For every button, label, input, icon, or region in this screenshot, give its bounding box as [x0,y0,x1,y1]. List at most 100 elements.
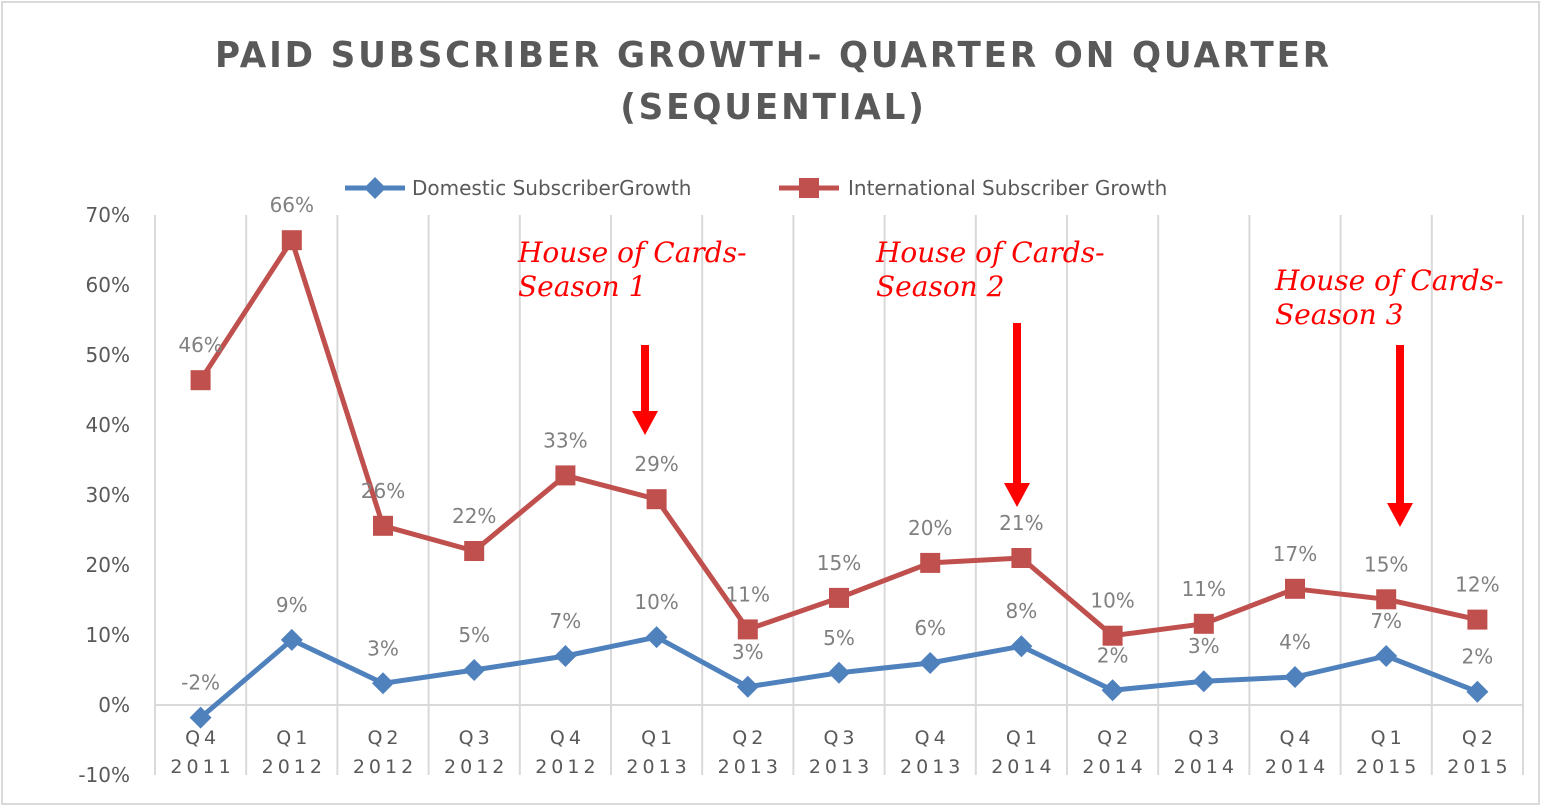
international-marker [829,587,849,608]
x-axis: Q4 2011 Q1 2012 Q2 2012 Q3 2012 Q4 2012 Q1 2013 Q2 20… [170,727,1511,778]
domestic-data-label: 3% [367,636,399,660]
international-data-label: 33% [543,428,587,452]
x-tick-label-year: 2015 [1356,756,1420,778]
y-tick-label: 40% [86,413,130,437]
x-tick-label-year: 2014 [1082,756,1146,778]
x-tick-label-year: 2014 [1265,756,1329,778]
domestic-data-label: 5% [823,626,855,650]
legend-marker-domestic [364,177,386,199]
international-marker [737,619,758,640]
international-marker [464,541,485,561]
x-tick-label-quarter: Q1 [1006,727,1041,749]
domestic-data-label: 10% [634,590,678,614]
x-tick-label-year: 2011 [170,756,234,778]
international-marker [555,465,576,486]
domestic-marker [919,652,942,674]
domestic-marker [828,661,850,684]
domestic-data-label: 3% [1188,634,1220,658]
y-axis: -10% 0% 10% 20% 30% 40% 50% 60% 70% [78,203,130,787]
x-tick-label-year: 2012 [353,756,417,778]
y-tick-label: 20% [86,553,130,577]
x-tick-label-year: 2014 [991,756,1055,778]
international-marker [1467,609,1488,630]
x-tick-label-year: 2014 [1174,756,1238,778]
international-marker [373,515,393,536]
x-tick-label-quarter: Q3 [1188,727,1223,749]
annotation-season: Season 1 [518,270,646,303]
legend-marker-international [799,178,819,198]
international-data-label: 15% [1364,552,1408,576]
y-tick-label: 50% [86,343,130,367]
annotation-season: Season 2 [876,270,1004,303]
international-data-label: 15% [817,551,861,575]
international-data-label: 11% [726,582,770,606]
y-tick-label: 70% [86,203,130,227]
international-data-label: 21% [999,511,1043,535]
international-marker [646,489,667,510]
domestic-marker [645,626,668,649]
legend: Domestic SubscriberGrowth International S… [345,176,1167,200]
x-tick-label-quarter: Q3 [823,727,858,749]
x-tick-label-quarter: Q2 [1097,727,1132,749]
y-tick-label: 10% [86,623,130,647]
domestic-data-label: 7% [550,609,582,633]
domestic-data-label: 4% [1279,630,1311,654]
x-tick-label-quarter: Q4 [1279,727,1314,749]
arrow-down-icon [632,411,658,435]
domestic-marker [736,675,759,698]
domestic-marker [1010,635,1033,658]
international-data-label: 12% [1455,573,1499,597]
x-tick-label-quarter: Q1 [1371,727,1406,749]
international-marker [1376,589,1397,610]
domestic-data-label: 3% [732,640,764,664]
domestic-marker [1375,645,1398,667]
domestic-marker [463,659,486,681]
x-tick-label-quarter: Q1 [641,727,676,749]
domestic-data-label: 7% [1370,609,1402,633]
domestic-data-label: 6% [914,616,946,640]
domestic-data-label: 2% [1097,643,1129,667]
domestic-data-label: 5% [458,623,490,647]
x-tick-label-year: 2013 [718,756,782,778]
domestic-data-label: 9% [276,593,308,617]
domestic-marker [1101,679,1124,702]
x-tick-label-quarter: Q2 [367,727,402,749]
international-marker [190,370,211,391]
series-group [189,230,1489,729]
chart-title-line1: PAID SUBSCRIBER GROWTH- QUARTER ON QUART… [215,35,1332,76]
x-tick-label-quarter: Q1 [276,727,311,749]
international-data-label: 17% [1273,542,1317,566]
annotation-title: House of Cards- [1274,264,1504,297]
x-tick-label-year: 2012 [535,756,599,778]
gridlines [154,215,1524,775]
y-tick-label: 60% [86,273,130,297]
international-data-label: 66% [270,193,314,217]
x-tick-label-quarter: Q4 [550,727,585,749]
x-tick-label-year: 2013 [900,756,964,778]
international-marker [920,552,941,573]
legend-label-domestic: Domestic SubscriberGrowth [412,176,691,200]
international-data-label: 46% [178,333,222,357]
x-tick-label-year: 2012 [444,756,508,778]
international-data-label: 10% [1090,589,1134,613]
international-data-label: 26% [361,479,405,503]
annotation-title: House of Cards- [875,236,1105,269]
y-tick-label: 30% [86,483,130,507]
domestic-data-label: -2% [181,671,220,695]
x-tick-label-quarter: Q4 [185,727,220,749]
y-tick-label: -10% [78,763,130,787]
x-tick-label-quarter: Q3 [459,727,494,749]
x-tick-label-year: 2013 [626,756,690,778]
chart-title: PAID SUBSCRIBER GROWTH- QUARTER ON QUART… [39,30,1509,134]
y-tick-label: 0% [98,693,130,717]
annotation-title: House of Cards- [517,236,747,269]
domestic-marker [1192,670,1215,693]
domestic-marker [372,672,394,695]
x-tick-label-year: 2012 [262,756,326,778]
arrow-down-icon [1004,483,1030,507]
international-marker [1102,625,1123,646]
x-tick-label-year: 2015 [1447,756,1511,778]
international-marker [1193,613,1214,634]
